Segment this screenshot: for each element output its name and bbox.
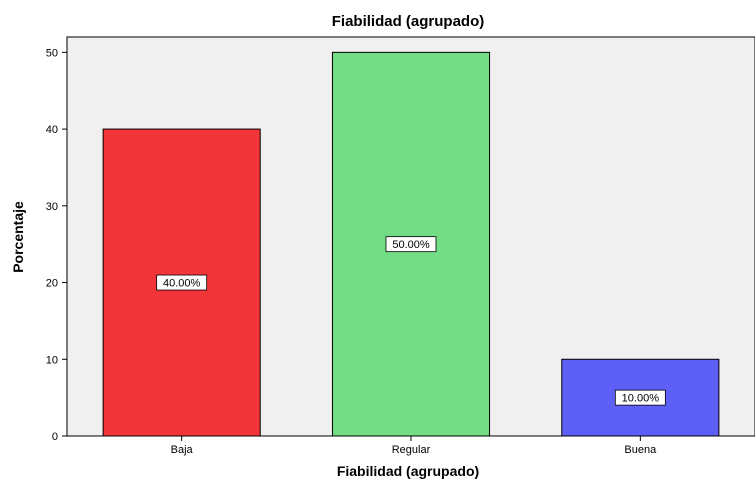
y-tick-label: 30 [46,201,58,213]
y-axis: 0 10 20 30 40 50 [46,47,67,443]
x-axis: Baja Regular Buena [171,436,657,456]
data-label: 50.00% [392,239,430,251]
data-label-box [156,274,208,291]
x-axis-title: Fiabilidad (agrupado) [337,463,479,479]
x-tick-label: Buena [624,444,657,456]
y-tick-label: 50 [46,47,58,59]
x-tick-label: Baja [171,444,194,456]
y-tick-label: 10 [46,354,58,366]
y-tick-label: 40 [46,124,58,136]
y-tick-label: 0 [52,431,58,443]
data-label-box [385,236,437,253]
y-tick-label: 20 [46,278,58,290]
x-tick-label: Regular [392,444,431,456]
data-label: 10.00% [622,393,660,405]
chart-title: Fiabilidad (agrupado) [332,13,485,30]
data-label: 40.00% [163,278,201,290]
y-axis-title: Porcentaje [10,201,26,273]
bars-group: 40.00% 50.00% 10.00% [102,51,720,437]
data-label-box [614,389,666,406]
